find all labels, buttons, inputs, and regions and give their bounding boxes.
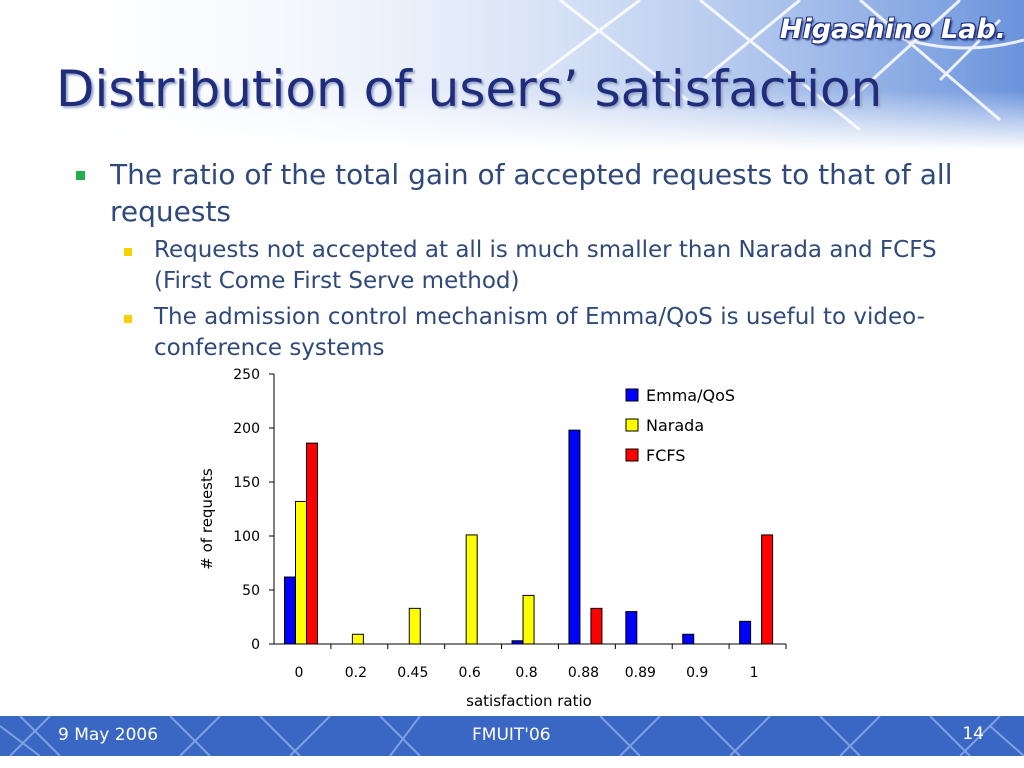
y-tick-label: 200 [233,421,260,437]
yellow-square-bullet-icon [124,315,132,323]
bar-emma-qos [284,576,296,645]
x-tick-label: 0.2 [345,665,367,681]
bullet-sub-2: The admission control mechanism of Emma/… [70,302,1000,364]
bar-emma-qos [568,429,581,645]
x-tick-label: 0.88 [568,665,599,681]
x-tick-label: 0.45 [397,665,428,681]
bar-narada [295,500,307,645]
footer-date: 9 May 2006 [58,725,159,745]
header-decoration [0,0,1024,150]
y-tick-label: 150 [233,475,260,491]
y-tick-label: 0 [251,637,260,653]
bar-narada [351,633,364,645]
x-axis-label: satisfaction ratio [466,692,592,710]
bar-emma-qos [739,620,752,645]
bar-narada [465,534,478,645]
bar-narada [522,594,535,645]
legend-label: Narada [646,416,704,435]
slide-title: Distribution of users’ satisfaction [56,60,883,118]
page-number: 14 [962,724,984,744]
x-tick-label: 0.8 [515,665,537,681]
legend-swatch [625,418,639,432]
bar-fcfs [590,607,603,645]
bullet-sub-2-text: The admission control mechanism of Emma/… [154,304,925,361]
legend-swatch [625,448,639,462]
legend-label: Emma/QoS [646,386,735,405]
x-tick-label: 0.9 [686,665,708,681]
legend-label: FCFS [646,446,685,465]
bar-narada [408,607,421,645]
bullet-list: The ratio of the total gain of accepted … [70,156,1000,364]
lab-name: Higashino Lab. [779,14,1006,45]
bar-chart: 0 50 100 150 200 250 0 0.2 0.45 0.6 0.8 0.88 0.89 0.9… [180,360,820,720]
bar-chart-svg: 0 50 100 150 200 250 0 0.2 0.45 0.6 0.8 0.88 0.89 0.9… [198,367,787,710]
y-tick-label: 250 [233,367,260,383]
legend-swatch [625,388,639,402]
footer-bar: 9 May 2006 FMUIT'06 14 [0,716,1024,756]
footer-conference: FMUIT'06 [472,725,551,745]
bar-emma-qos [511,640,524,645]
bar-fcfs [306,442,318,645]
bar-fcfs [761,534,774,645]
bullet-sub-1: Requests not accepted at all is much sma… [70,235,1000,297]
yellow-square-bullet-icon [124,248,132,256]
footer-decoration [0,716,1024,756]
bar-emma-qos [625,611,638,645]
green-square-bullet-icon [76,171,85,180]
x-tick-label: 0.89 [625,665,656,681]
y-tick-label: 100 [233,529,260,545]
x-tick-label: 0 [295,665,304,681]
y-axis-label: # of requests [198,468,216,570]
bullet-sub-1-text: Requests not accepted at all is much sma… [154,237,937,294]
x-tick-label: 1 [750,665,759,681]
bar-emma-qos [682,633,695,645]
y-tick-label: 50 [242,583,260,599]
bullet-main-text: The ratio of the total gain of accepted … [110,158,953,228]
bullet-main: The ratio of the total gain of accepted … [70,156,1000,230]
x-tick-label: 0.6 [459,665,481,681]
